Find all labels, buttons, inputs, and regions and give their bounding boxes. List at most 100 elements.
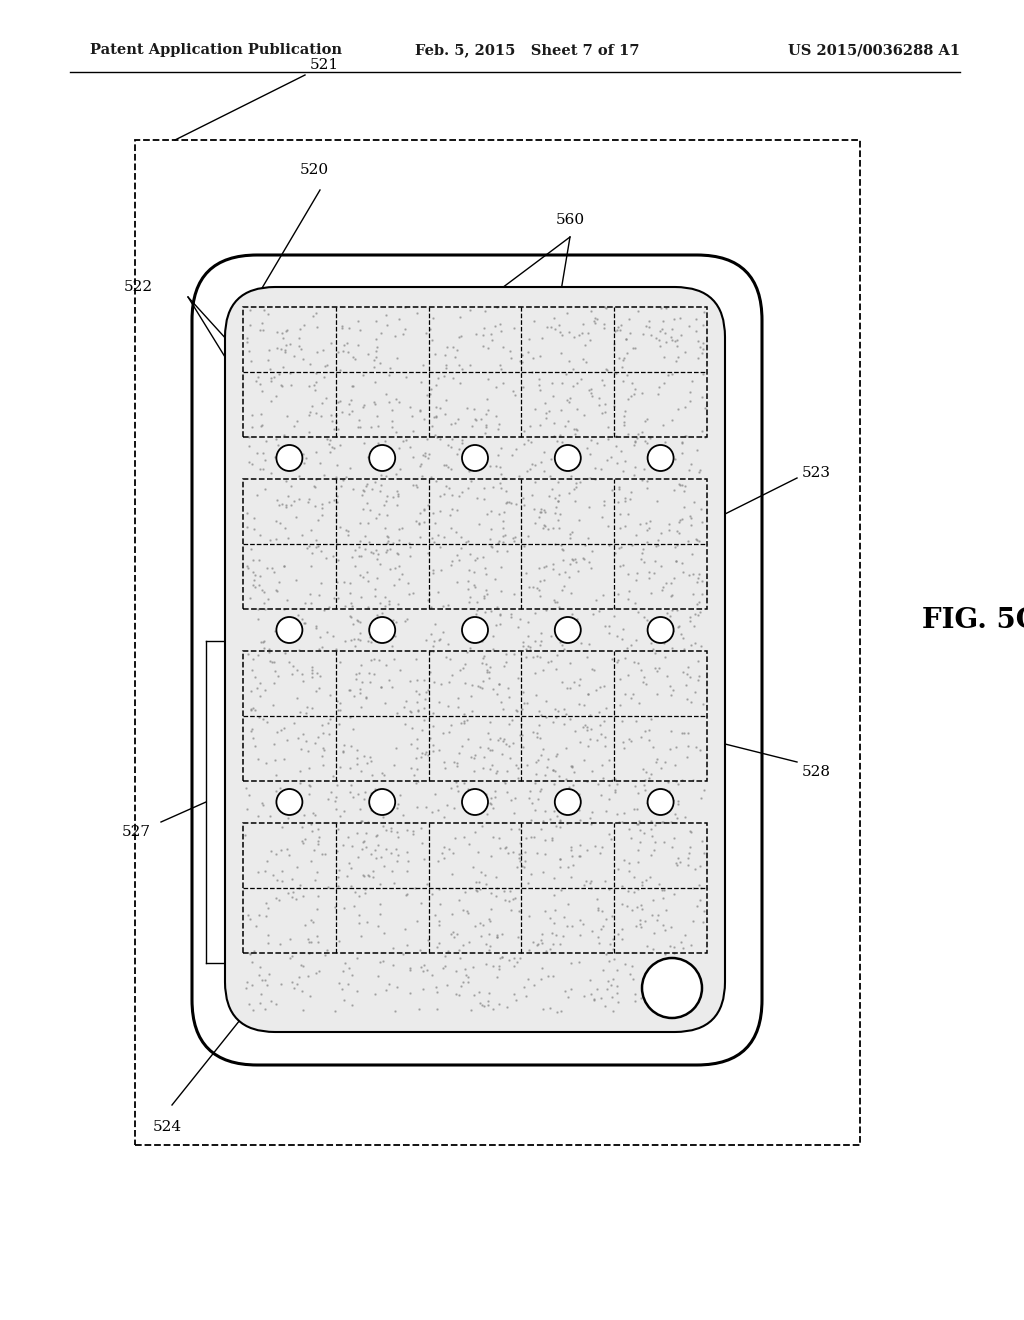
Point <box>493 478 509 499</box>
Point <box>457 880 473 902</box>
Point <box>590 900 606 921</box>
Point <box>403 405 420 426</box>
Point <box>252 374 268 395</box>
Point <box>272 513 289 535</box>
Point <box>677 675 693 696</box>
Point <box>445 751 462 772</box>
Point <box>301 421 317 442</box>
Point <box>438 454 455 475</box>
Point <box>445 921 462 942</box>
Point <box>387 738 403 759</box>
Point <box>674 552 690 573</box>
Point <box>598 450 614 471</box>
Point <box>432 500 449 521</box>
Point <box>475 671 492 692</box>
Point <box>284 627 300 648</box>
Point <box>660 781 677 803</box>
Point <box>514 855 530 876</box>
Point <box>642 428 658 449</box>
Point <box>373 465 389 486</box>
Point <box>483 330 500 351</box>
Point <box>641 441 657 462</box>
Point <box>257 892 273 913</box>
Point <box>427 407 443 428</box>
Point <box>551 597 567 618</box>
Point <box>425 734 441 755</box>
Point <box>428 396 444 417</box>
Point <box>636 667 652 688</box>
Point <box>353 810 370 832</box>
Point <box>326 490 342 511</box>
Point <box>494 924 510 945</box>
Point <box>435 595 452 616</box>
Point <box>562 840 579 861</box>
Point <box>547 503 563 524</box>
Point <box>554 432 570 453</box>
Point <box>334 401 350 422</box>
Point <box>496 510 512 531</box>
Point <box>559 619 575 640</box>
Point <box>534 631 550 652</box>
Point <box>574 322 591 343</box>
Point <box>342 758 358 779</box>
Point <box>475 586 492 607</box>
Point <box>449 339 465 360</box>
Point <box>279 319 295 341</box>
Point <box>643 763 659 784</box>
Point <box>553 535 569 556</box>
Point <box>514 351 530 372</box>
Point <box>614 350 631 371</box>
Point <box>238 977 254 998</box>
Point <box>596 494 612 515</box>
Point <box>382 539 398 560</box>
Point <box>282 333 298 354</box>
Point <box>568 477 585 498</box>
Point <box>298 730 314 751</box>
Point <box>478 504 495 525</box>
Point <box>464 700 480 721</box>
Point <box>313 494 330 515</box>
Point <box>562 978 579 999</box>
Point <box>332 434 348 455</box>
Point <box>260 898 276 919</box>
Point <box>303 697 319 718</box>
Point <box>449 961 465 982</box>
Point <box>615 461 632 482</box>
Point <box>244 698 260 719</box>
Point <box>548 706 564 727</box>
Point <box>385 610 401 631</box>
Point <box>369 605 385 626</box>
Point <box>493 457 509 478</box>
Point <box>284 886 300 907</box>
Point <box>643 583 659 605</box>
Point <box>665 789 681 810</box>
Point <box>688 572 705 593</box>
Point <box>635 539 651 560</box>
Point <box>336 990 352 1011</box>
Point <box>632 913 648 935</box>
Point <box>442 648 459 669</box>
Point <box>483 754 500 775</box>
Point <box>556 714 572 735</box>
Point <box>267 579 284 601</box>
Point <box>471 981 487 1002</box>
Point <box>397 318 414 339</box>
Point <box>548 816 564 837</box>
Point <box>355 499 372 520</box>
Point <box>441 478 458 499</box>
Point <box>608 774 625 795</box>
Point <box>477 442 494 463</box>
Point <box>429 426 445 447</box>
Point <box>593 987 609 1008</box>
Point <box>565 671 582 692</box>
Point <box>673 325 689 346</box>
Point <box>368 329 384 350</box>
Point <box>594 403 610 424</box>
Point <box>365 867 381 888</box>
Point <box>670 847 686 869</box>
Point <box>654 310 671 331</box>
Point <box>346 685 362 706</box>
Point <box>390 519 407 540</box>
Point <box>280 883 296 904</box>
Point <box>501 735 517 756</box>
